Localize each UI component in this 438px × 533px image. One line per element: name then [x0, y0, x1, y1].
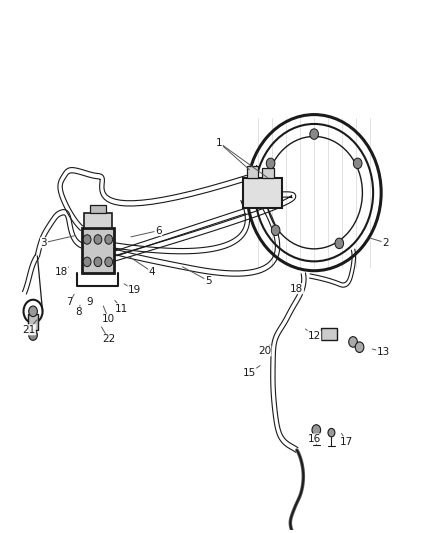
Text: 18: 18 — [290, 284, 304, 294]
Circle shape — [105, 235, 113, 244]
Text: 9: 9 — [86, 297, 92, 308]
Text: 22: 22 — [102, 334, 115, 344]
Circle shape — [353, 158, 362, 168]
FancyBboxPatch shape — [84, 214, 112, 228]
Text: 3: 3 — [41, 238, 47, 248]
FancyBboxPatch shape — [321, 328, 337, 341]
Circle shape — [355, 342, 364, 352]
Text: 17: 17 — [340, 437, 353, 447]
Text: 6: 6 — [155, 225, 162, 236]
Circle shape — [83, 257, 91, 266]
Text: 10: 10 — [102, 314, 115, 324]
Circle shape — [310, 129, 318, 140]
FancyBboxPatch shape — [28, 314, 38, 330]
Circle shape — [83, 235, 91, 244]
FancyBboxPatch shape — [82, 228, 114, 273]
FancyBboxPatch shape — [243, 178, 282, 208]
Circle shape — [312, 425, 321, 435]
Circle shape — [335, 238, 343, 248]
Text: 7: 7 — [67, 297, 73, 308]
FancyBboxPatch shape — [247, 166, 258, 178]
Text: 16: 16 — [307, 434, 321, 444]
Text: 19: 19 — [128, 285, 141, 295]
Text: 4: 4 — [148, 267, 155, 277]
Circle shape — [94, 257, 102, 266]
FancyBboxPatch shape — [262, 168, 274, 178]
Circle shape — [266, 158, 275, 168]
Circle shape — [105, 257, 113, 266]
Text: 15: 15 — [243, 368, 256, 378]
Text: 12: 12 — [307, 331, 321, 341]
Circle shape — [328, 429, 335, 437]
Text: 8: 8 — [75, 307, 82, 317]
Text: 20: 20 — [258, 346, 271, 356]
Circle shape — [271, 225, 280, 236]
Circle shape — [94, 235, 102, 244]
Circle shape — [349, 337, 357, 347]
Text: 2: 2 — [382, 238, 389, 248]
FancyBboxPatch shape — [90, 205, 106, 214]
Text: 18: 18 — [55, 267, 68, 277]
Circle shape — [29, 330, 37, 341]
Text: 13: 13 — [377, 347, 390, 357]
Text: 11: 11 — [115, 304, 128, 314]
Text: 1: 1 — [215, 138, 223, 148]
Circle shape — [29, 306, 37, 317]
Text: 5: 5 — [205, 276, 212, 286]
Text: 21: 21 — [22, 325, 35, 335]
